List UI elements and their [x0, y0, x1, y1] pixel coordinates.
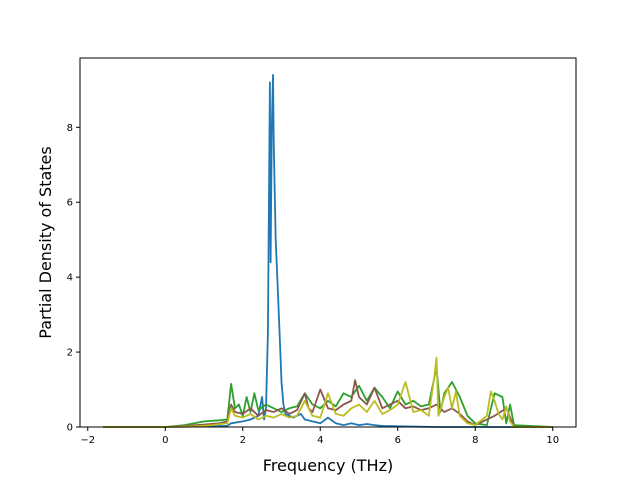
plot-frame — [79, 57, 577, 428]
x-tick-label: 2 — [240, 435, 246, 446]
series-line-4 — [103, 356, 553, 428]
series-line-3 — [103, 379, 553, 428]
plot-area-background — [80, 58, 576, 427]
y-tick-label: 8 — [67, 123, 73, 134]
x-tick-label: −2 — [80, 435, 95, 446]
y-axis-ticks: 0 2 4 6 8 — [67, 123, 80, 434]
x-tick-label: 10 — [546, 435, 559, 446]
series-layer — [103, 74, 553, 428]
y-tick-label: 0 — [67, 423, 73, 434]
y-axis-label: Partial Density of States — [36, 146, 55, 338]
y-tick-label: 4 — [67, 273, 73, 284]
series-line-1 — [103, 74, 553, 428]
x-tick-label: 4 — [317, 435, 323, 446]
y-tick-label: 2 — [67, 348, 73, 359]
x-axis-ticks: −2 0 2 4 6 8 10 — [80, 427, 559, 446]
x-tick-label: 8 — [472, 435, 478, 446]
series-line-2 — [103, 366, 553, 428]
x-tick-label: 6 — [395, 435, 401, 446]
x-axis-label: Frequency (THz) — [263, 456, 393, 475]
x-tick-label: 0 — [162, 435, 168, 446]
y-tick-label: 6 — [67, 198, 73, 209]
